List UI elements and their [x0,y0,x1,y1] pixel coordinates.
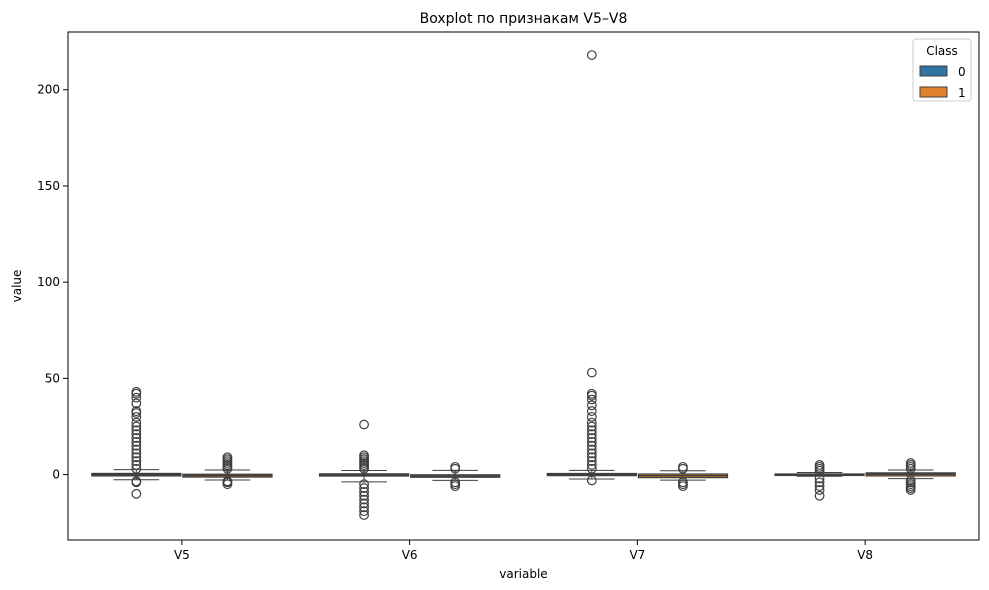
outlier-point [814,477,825,488]
legend: Class 0 1 [912,38,972,102]
box-group-V5-class-0 [91,386,182,499]
outlier-point [131,463,142,474]
x-tick-label: V8 [857,548,873,562]
outlier-point [131,398,142,409]
x-axis-label: variable [499,567,547,581]
outlier-point [586,429,597,440]
x-tick-label: V6 [402,548,418,562]
outlier-point [222,476,233,487]
legend-label-1: 1 [958,86,966,100]
outlier-point [586,388,597,399]
box-group-V8-class-0 [774,460,865,501]
outlier-point [586,50,597,60]
outlier-point [131,448,142,459]
x-tick-label: V7 [629,548,645,562]
box-group-V5-class-1 [182,452,273,490]
box-group-V6-class-0 [318,419,410,520]
outlier-point [131,436,142,447]
outlier-point [814,490,825,501]
outlier-point [586,444,597,455]
outlier-point [586,440,597,451]
outlier-point [586,417,597,428]
outlier-point [131,411,142,422]
outlier-point [586,406,597,416]
outlier-point [359,490,369,501]
y-tick-label: 100 [37,275,60,289]
outlier-point [359,450,369,461]
outlier-point [131,429,142,440]
outlier-point [678,461,688,472]
outlier-point [450,461,461,472]
box-group-V8-class-1 [865,458,956,495]
y-axis-ticks: 0 50 100 150 200 [37,83,68,482]
outlier-point [131,476,142,487]
legend-title: Class [926,44,958,58]
outlier-point [359,483,369,493]
box-group-V6-class-1 [410,461,501,492]
box-group-V7-class-1 [637,461,729,492]
outlier-point [131,425,142,436]
outlier-point [450,477,461,488]
outlier-point [359,510,369,520]
x-tick-label: V5 [174,548,190,562]
outlier-point [131,406,142,416]
x-axis-ticks: V5 V6 V7 V8 [174,540,873,562]
outlier-point [586,433,597,443]
plot-area [68,32,979,540]
outlier-point [905,475,916,486]
outlier-point [131,452,142,463]
outlier-point [905,458,916,468]
outlier-point [586,460,597,470]
outlier-point [359,506,369,517]
outlier-point [359,502,369,513]
outlier-point [131,421,142,432]
outlier-point [586,436,597,447]
outlier-point [131,460,142,470]
outlier-point [359,479,369,490]
outlier-point [586,425,597,436]
outlier-point [586,452,597,463]
outlier-point [222,452,233,463]
outlier-point [814,460,825,470]
outlier-point [586,421,597,432]
chart-marks [91,50,956,520]
outlier-point [814,481,825,492]
y-tick-label: 50 [45,371,60,385]
outlier-point [131,440,142,451]
outlier-point [678,477,688,488]
outlier-point [359,498,369,509]
y-tick-label: 200 [37,83,60,97]
outlier-point [586,400,597,411]
outlier-point [131,386,142,397]
outlier-point [586,411,597,422]
outlier-point [586,394,597,405]
box-group-V7-class-0 [546,50,637,486]
legend-label-0: 0 [958,65,966,79]
y-tick-label: 0 [52,468,60,482]
outlier-point [586,448,597,459]
outlier-point [131,392,142,403]
outlier-point [586,463,597,474]
outlier-point [814,485,825,495]
chart-title: Boxplot по признакам V5–V8 [420,11,628,27]
legend-swatch-0 [919,65,948,77]
plot-frame [67,31,980,541]
outlier-point [814,473,825,484]
outlier-point [586,367,597,378]
outlier-point [359,494,369,505]
outlier-point [359,419,369,430]
y-tick-label: 150 [37,179,60,193]
outlier-point [586,475,597,486]
outlier-point [131,488,142,499]
outlier-point [131,456,142,467]
outlier-point [131,433,142,443]
outlier-point [359,486,369,497]
y-axis-label: value [10,270,24,303]
outlier-point [131,417,142,428]
legend-swatch-1 [919,86,948,98]
outlier-point [586,456,597,467]
outlier-point [131,444,142,455]
